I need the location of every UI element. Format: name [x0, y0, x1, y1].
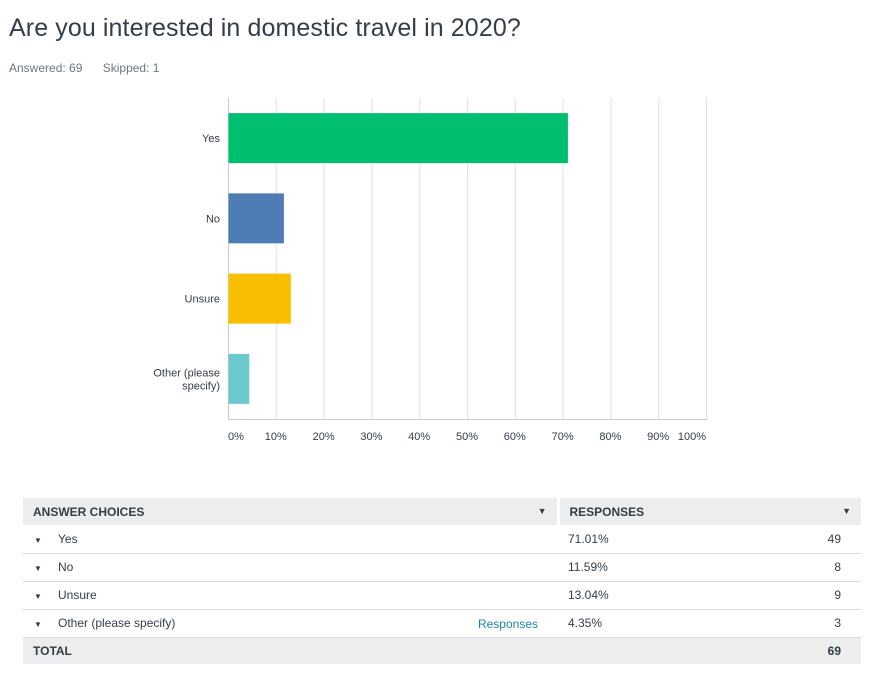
bar	[228, 353, 250, 404]
x-tick-label: 50%	[456, 431, 478, 443]
category-label: Other (please	[153, 367, 220, 379]
percent-cell: 11.59%	[568, 560, 608, 574]
choice-label: Other (please specify)	[58, 616, 176, 630]
answer-choices-header[interactable]: ANSWER CHOICES ▼	[23, 498, 560, 525]
bar-chart: 0% 10% 20% 30% 40% 50% 60% 70% 80% 90% 100% Yes No Un…	[153, 98, 707, 443]
x-tick-label: 90%	[647, 431, 669, 443]
table-row: ▼ Yes 71.01% 49	[23, 525, 861, 553]
choice-label: Unsure	[58, 588, 97, 602]
table-row: ▼ Other (please specify) Responses 4.35% …	[23, 609, 861, 637]
x-tick-label: 70%	[552, 431, 574, 443]
percent-cell: 4.35%	[568, 616, 603, 630]
x-tick-label: 60%	[504, 431, 526, 443]
answered-count: Answered: 69	[9, 61, 83, 75]
x-tick-label: 0%	[228, 431, 244, 443]
x-tick-label: 40%	[408, 431, 430, 443]
question-title: Are you interested in domestic travel in…	[9, 14, 521, 42]
bar	[228, 113, 568, 164]
answer-choices-header-label: ANSWER CHOICES	[33, 504, 145, 519]
responses-header[interactable]: RESPONSES ▼	[558, 498, 861, 525]
table-row: ▼ No 11.59% 8	[23, 553, 861, 581]
choice-label: Yes	[58, 531, 78, 546]
category-label: No	[206, 213, 220, 225]
x-tick-label: 10%	[265, 431, 287, 443]
category-label: specify)	[182, 380, 220, 392]
expand-caret-icon[interactable]: ▼	[34, 620, 42, 629]
count-cell: 3	[834, 616, 841, 630]
total-spacer	[558, 637, 758, 664]
percent-cell: 71.01%	[568, 531, 609, 546]
bar	[228, 273, 291, 324]
choice-label: No	[58, 560, 74, 574]
table-row: ▼ Unsure 13.04% 9	[23, 581, 861, 609]
responses-header-label: RESPONSES	[569, 504, 645, 519]
skipped-count: Skipped: 1	[102, 61, 160, 75]
table-header-row: ANSWER CHOICES ▼ RESPONSES ▼	[23, 498, 861, 525]
choice-cell: ▼ Yes	[23, 525, 558, 553]
x-tick-label: 20%	[313, 431, 335, 443]
expand-caret-icon[interactable]: ▼	[34, 564, 42, 573]
category-label: Yes	[202, 133, 220, 145]
count-cell: 9	[834, 588, 841, 602]
choice-cell: ▼ Unsure	[23, 581, 558, 609]
sort-caret-icon[interactable]: ▼	[537, 505, 547, 516]
total-row: TOTAL 69	[23, 637, 861, 664]
percent-cell: 13.04%	[568, 588, 609, 602]
other-responses-link[interactable]: Responses	[477, 616, 538, 631]
x-tick-label: 80%	[599, 431, 621, 443]
expand-caret-icon[interactable]: ▼	[34, 592, 42, 601]
count-cell: 49	[827, 531, 841, 546]
x-tick-label: 100%	[678, 431, 706, 443]
choice-cell: ▼ No	[23, 553, 558, 581]
total-count: 69	[758, 637, 861, 664]
category-label: Unsure	[185, 294, 220, 306]
bar	[228, 193, 284, 244]
response-stats: Answered: 69 Skipped: 1	[9, 61, 176, 75]
total-label: TOTAL	[23, 637, 558, 664]
count-cell: 8	[834, 560, 841, 574]
expand-caret-icon[interactable]: ▼	[34, 535, 42, 545]
choice-cell: ▼ Other (please specify) Responses	[23, 609, 558, 637]
x-tick-label: 30%	[360, 431, 382, 443]
sort-caret-icon[interactable]: ▼	[842, 505, 851, 516]
results-table: ANSWER CHOICES ▼ RESPONSES ▼ ▼ Yes 71.01%…	[23, 498, 861, 664]
